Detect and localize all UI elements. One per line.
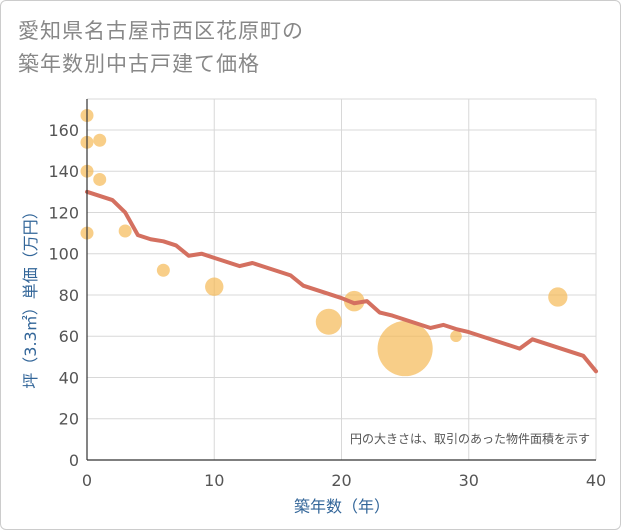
- x-tick-label: 20: [331, 471, 351, 490]
- chart-title-line-1: 愛知県名古屋市西区花原町の: [18, 19, 304, 43]
- data-bubble: [93, 172, 107, 186]
- chart-title-line-2: 築年数別中古戸建て価格: [18, 52, 260, 76]
- x-tick-label: 30: [459, 471, 479, 490]
- x-tick-label: 40: [586, 471, 606, 490]
- y-tick-label: 80: [59, 286, 79, 305]
- data-bubble: [450, 330, 462, 343]
- x-axis-label: 築年数（年）: [294, 497, 390, 516]
- grid-lines: [87, 98, 597, 460]
- y-tick-label: 60: [59, 327, 79, 346]
- y-tick-label: 100: [48, 245, 79, 264]
- data-bubble: [315, 308, 342, 335]
- bubble-layer: [80, 109, 568, 377]
- data-bubble: [93, 133, 107, 147]
- data-bubble: [548, 287, 568, 307]
- y-tick-label: 40: [59, 368, 79, 387]
- bubble-size-note: 円の大きさは、取引のあった物件面積を示す: [350, 431, 590, 446]
- y-tick-label: 140: [48, 162, 79, 181]
- y-tick-label: 160: [48, 121, 79, 140]
- data-bubble: [205, 277, 224, 296]
- x-tick-label: 10: [204, 471, 224, 490]
- trend-line: [85, 189, 598, 374]
- data-bubble: [156, 263, 170, 277]
- y-axis-label: 坪（3.3㎡）単価（万円）: [21, 203, 40, 388]
- data-bubble: [377, 321, 433, 377]
- y-tick-label: 120: [48, 203, 79, 222]
- axes: [86, 99, 596, 461]
- trend-layer: [85, 189, 598, 374]
- x-tick-label: 0: [82, 471, 92, 490]
- chart-title: 愛知県名古屋市西区花原町の 築年数別中古戸建て価格: [18, 15, 304, 81]
- data-bubble: [118, 224, 132, 238]
- tick-labels: 0 20 40 60 80 100 120 140 160 0 10 20 30 40: [48, 121, 606, 490]
- y-tick-label: 20: [59, 410, 79, 429]
- y-tick-label: 0: [69, 451, 79, 470]
